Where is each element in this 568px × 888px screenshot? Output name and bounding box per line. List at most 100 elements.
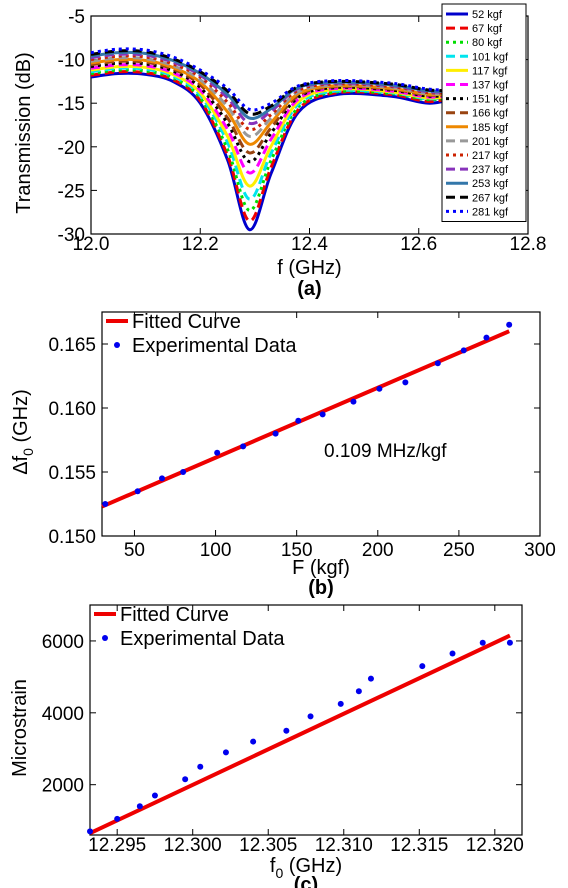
x-axis-label-unit: (GHz) [283, 855, 342, 877]
y-axis-label: Microstrain [9, 679, 31, 777]
slope-annotation: 0.109 MHz/kgf [324, 441, 447, 462]
x-tick-label: 12.320 [466, 835, 524, 856]
legend-label: 237 kgf [472, 164, 509, 176]
y-tick-label: -20 [58, 138, 85, 159]
y-tick-label: 0.155 [48, 463, 96, 484]
y-tick-label: -30 [58, 225, 85, 246]
data-point [151, 792, 158, 799]
data-point [159, 475, 166, 482]
x-tick-label: 12.295 [88, 835, 146, 856]
series-line [91, 64, 463, 188]
x-tick-label: 300 [524, 540, 556, 561]
y-axis-label-unit: (GHz) [10, 389, 32, 448]
data-point [214, 449, 221, 456]
x-tick-label: 12.315 [390, 835, 448, 856]
x-tick-label: 12.300 [164, 835, 222, 856]
legend-label: Experimental Data [120, 628, 285, 650]
legend-label: Fitted Curve [132, 311, 241, 333]
panel-b: 50 100 150 200 250 300 0.150 0.155 0.160 0.165 Fit… [10, 311, 556, 599]
data-point [307, 713, 314, 720]
x-tick-label: 12.0 [73, 234, 110, 255]
legend-label: Fitted Curve [120, 604, 229, 626]
x-tick-label: 12.4 [291, 234, 328, 255]
data-point [419, 663, 426, 670]
series-line [91, 63, 463, 175]
panel-label: (c) [294, 874, 318, 888]
x-tick-label: 12.310 [315, 835, 373, 856]
legend-label: 52 kgf [472, 9, 503, 21]
y-tick-label: 4000 [42, 704, 84, 725]
data-point [136, 803, 143, 810]
data-point [449, 650, 456, 657]
data-point [434, 360, 441, 367]
x-axis-label: f0 (GHz) [270, 855, 342, 881]
legend-label: 117 kgf [472, 65, 508, 77]
data-point [250, 738, 257, 745]
x-axis-label-subscript: 0 [275, 865, 283, 881]
y-tick-label: -5 [68, 7, 85, 28]
series-line [91, 49, 463, 116]
legend-label: 151 kgf [472, 94, 509, 106]
x-tick-label: 100 [200, 540, 232, 561]
data-point [479, 639, 486, 646]
x-tick-label: 50 [124, 540, 145, 561]
data-point [402, 379, 409, 386]
x-axis-label: F (kgf) [292, 557, 350, 579]
legend: 52 kgf 67 kgf 80 kgf 101 kgf 117 kgf 137 kgf 1… [441, 3, 527, 222]
data-point [114, 815, 121, 822]
y-tick-label: 0.160 [48, 399, 96, 420]
data-point [483, 334, 490, 341]
fitted-curve [101, 329, 510, 509]
legend-label: 137 kgf [472, 80, 509, 92]
series-line [91, 61, 463, 164]
series-line [91, 47, 463, 112]
data-point [180, 469, 187, 475]
legend-label: 101 kgf [472, 51, 509, 63]
plot-frame [101, 311, 541, 537]
legend-swatch [114, 342, 120, 348]
x-axis-label: f (GHz) [277, 257, 341, 279]
x-tick-label: 12.2 [182, 234, 219, 255]
y-axis-label-subscript: 0 [20, 448, 36, 456]
y-axis-label: Δf0 (GHz) [10, 389, 36, 475]
x-tick-label: 12.6 [400, 234, 437, 255]
panel-c: 12.295 12.300 12.305 12.310 12.315 12.320 2000… [9, 604, 524, 888]
data-point [367, 675, 374, 682]
x-tick-label: 12.8 [510, 234, 547, 255]
data-point [376, 385, 383, 392]
data-point [87, 828, 93, 835]
data-point [102, 501, 109, 507]
data-point [222, 749, 229, 756]
data-point [197, 763, 204, 770]
data-point [134, 488, 141, 495]
series-line [91, 71, 463, 232]
y-tick-label: 2000 [42, 776, 84, 797]
series-group [91, 47, 463, 232]
legend-label: 267 kgf [472, 192, 509, 204]
data-point [506, 639, 513, 646]
y-tick-label: 6000 [42, 632, 84, 653]
legend-label: 201 kgf [472, 136, 509, 148]
panel-a: 12.0 12.2 12.4 12.6 12.8 -5 -10 -15 -20 -25 -30 52 … [13, 3, 547, 300]
data-point [506, 321, 513, 328]
data-point [460, 347, 467, 354]
plot-frame [89, 604, 523, 836]
panel-label: (b) [308, 577, 334, 599]
data-point [295, 417, 302, 424]
y-tick-label: 0.150 [48, 527, 96, 548]
legend-label: 281 kgf [472, 206, 509, 218]
data-point [283, 727, 290, 734]
x-tick-label: 250 [443, 540, 475, 561]
y-tick-label: 0.165 [48, 335, 96, 356]
legend-label: 217 kgf [472, 150, 509, 162]
data-point [240, 443, 247, 450]
x-tick-label: 150 [281, 540, 313, 561]
legend-label: 80 kgf [472, 37, 503, 49]
data-point [182, 776, 189, 783]
y-tick-label: -15 [58, 94, 85, 115]
data-point [350, 398, 357, 405]
legend-label: 185 kgf [472, 122, 509, 134]
panel-label: (a) [297, 278, 321, 300]
